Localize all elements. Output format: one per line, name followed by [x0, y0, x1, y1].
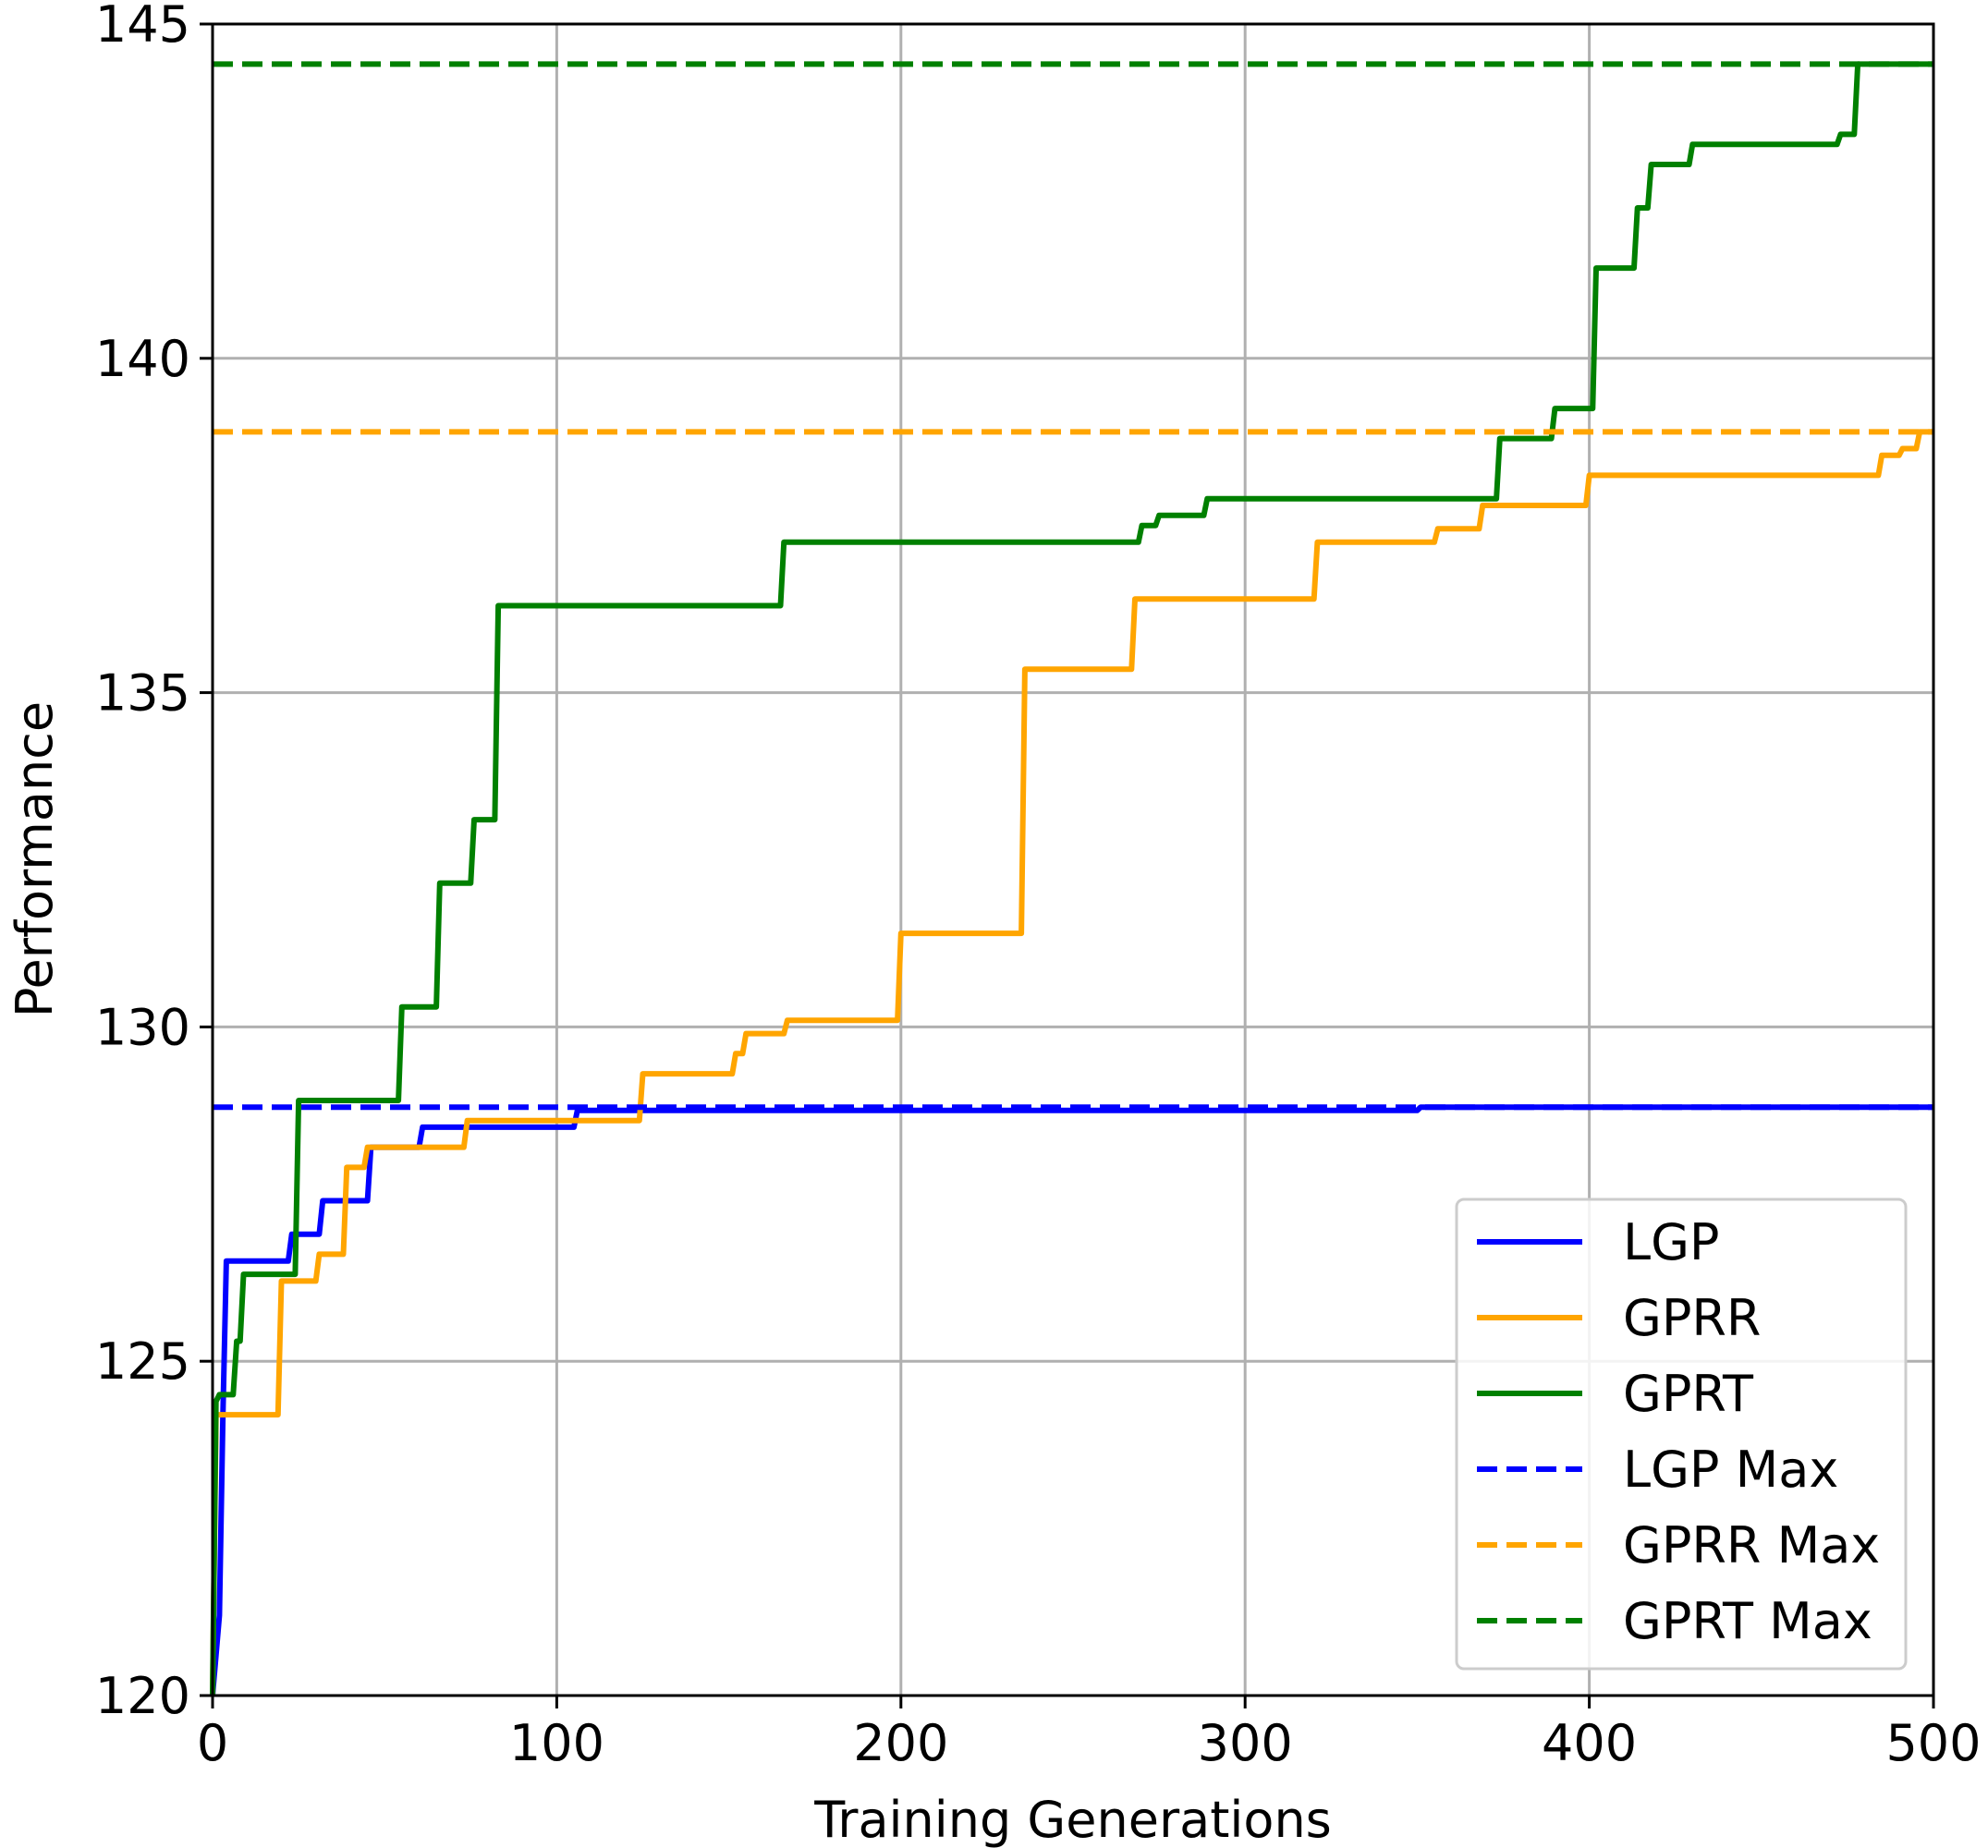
x-axis-label: Training Generations — [813, 1791, 1332, 1848]
legend-label-gprr: GPRR — [1623, 1289, 1761, 1347]
y-tick-label: 135 — [95, 664, 190, 723]
gprr-series-line — [210, 429, 1933, 1696]
y-tick-label: 130 — [95, 998, 190, 1056]
x-tick-label: 400 — [1542, 1714, 1637, 1772]
gprt-series-line — [210, 61, 1933, 1696]
legend: LGP GPRR GPRT LGP Max GPRR Max GPRT Max — [1455, 1198, 1908, 1671]
x-tick-label: 300 — [1198, 1714, 1293, 1772]
axis-ticks: 0 100 200 300 400 500 120 125 130 135 140 145 — [95, 0, 1982, 1772]
legend-label-gprt: GPRT — [1623, 1365, 1754, 1423]
x-tick-label: 500 — [1885, 1714, 1981, 1772]
y-tick-label: 120 — [95, 1667, 190, 1725]
y-axis-label: Performance — [6, 701, 64, 1017]
legend-label-lgp-max: LGP Max — [1623, 1441, 1838, 1499]
lgp-series-line — [210, 1104, 1933, 1696]
plot-frame — [211, 22, 1935, 1697]
y-tick-label: 145 — [95, 0, 190, 54]
legend-label-gprr-max: GPRR Max — [1623, 1516, 1880, 1574]
x-tick-label: 100 — [509, 1714, 604, 1772]
y-tick-label: 140 — [95, 330, 190, 388]
legend-label-gprt-max: GPRT Max — [1623, 1592, 1872, 1650]
legend-label-lgp: LGP — [1623, 1213, 1720, 1271]
x-tick-label: 200 — [853, 1714, 948, 1772]
plot-area — [210, 61, 1933, 1696]
x-tick-label: 0 — [197, 1714, 228, 1772]
y-tick-label: 125 — [95, 1332, 190, 1391]
